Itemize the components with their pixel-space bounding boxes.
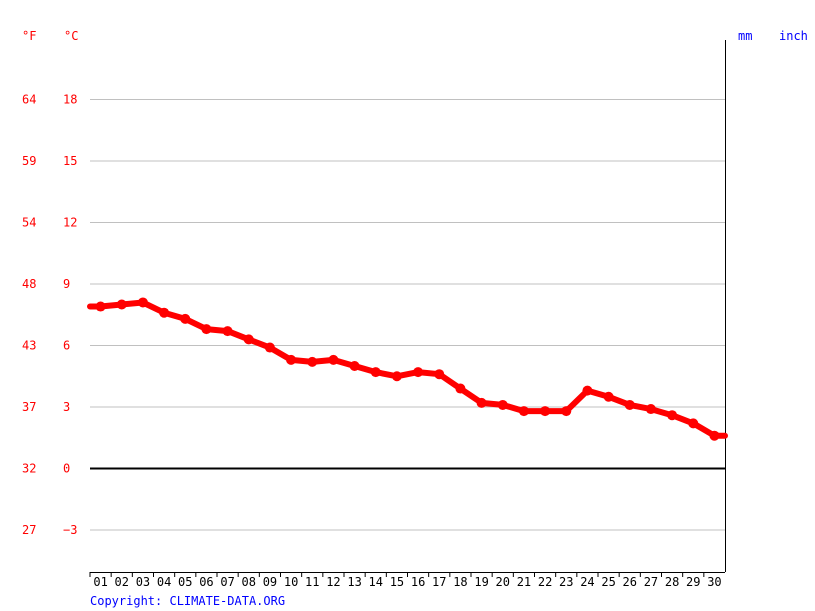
x-tick-label: 01	[93, 575, 107, 589]
data-point	[434, 369, 445, 380]
y-tick-label-f: 54	[22, 216, 36, 230]
data-point	[391, 371, 402, 382]
x-tick-label: 09	[263, 575, 277, 589]
x-tick-label: 11	[305, 575, 319, 589]
data-point	[286, 354, 297, 365]
data-point	[603, 391, 614, 402]
y-tick-label-c: 12	[63, 216, 77, 230]
data-point	[116, 299, 127, 310]
x-tick-label: 16	[411, 575, 425, 589]
data-point	[243, 334, 254, 345]
data-point	[370, 367, 381, 378]
x-tick-label: 19	[474, 575, 488, 589]
y-tick-label-c: 3	[63, 400, 70, 414]
x-tick-label: 30	[707, 575, 721, 589]
mm-unit-label: mm	[738, 29, 752, 43]
data-point	[222, 326, 233, 337]
data-point	[476, 397, 487, 408]
data-point	[667, 410, 678, 421]
x-tick-label: 27	[644, 575, 658, 589]
x-tick-label: 07	[220, 575, 234, 589]
x-tick-label: 14	[369, 575, 383, 589]
data-point	[624, 399, 635, 410]
x-tick-label: 21	[517, 575, 531, 589]
x-tick-label: 13	[347, 575, 361, 589]
x-tick-label: 29	[686, 575, 700, 589]
data-point	[540, 406, 551, 417]
x-tick-label: 12	[326, 575, 340, 589]
x-tick-label: 23	[559, 575, 573, 589]
x-tick-label: 18	[453, 575, 467, 589]
x-axis-ticks: 01 02 03 04 05 06 07 08 09 10 11 12 13 14 15 16 17 18 19 20…	[89, 572, 722, 589]
y-axis-ticks: 64 18 59 15 54 12 48 9 43 6 37 3 32 0 27 −3	[22, 93, 77, 538]
y-tick-label-c: 15	[63, 154, 77, 168]
data-point	[455, 383, 466, 394]
x-tick-label: 03	[136, 575, 150, 589]
y-tick-label-f: 64	[22, 93, 36, 107]
data-point	[180, 313, 191, 324]
y-tick-label-c: 0	[63, 462, 70, 476]
x-tick-label: 20	[496, 575, 510, 589]
x-tick-label: 26	[623, 575, 637, 589]
inch-unit-label: inch	[779, 29, 808, 43]
x-tick-label: 05	[178, 575, 192, 589]
y-tick-label-f: 32	[22, 462, 36, 476]
y-tick-label-c: 9	[63, 277, 70, 291]
x-tick-label: 02	[115, 575, 129, 589]
data-point	[582, 385, 593, 396]
data-point	[264, 342, 275, 353]
data-point	[349, 361, 360, 371]
grid-lines	[90, 99, 725, 531]
x-tick-label: 15	[390, 575, 404, 589]
y-tick-label-f: 48	[22, 277, 36, 291]
x-tick-label: 06	[199, 575, 213, 589]
data-point	[159, 307, 170, 318]
fahrenheit-unit-label: °F	[22, 29, 36, 43]
data-point	[688, 418, 699, 429]
y-tick-label-f: 43	[22, 339, 36, 353]
series-temperature	[87, 297, 728, 441]
x-tick-label: 25	[601, 575, 615, 589]
copyright-text: Copyright: CLIMATE-DATA.ORG	[90, 594, 285, 608]
x-tick-label: 04	[157, 575, 171, 589]
data-point	[518, 406, 529, 417]
x-tick-label: 17	[432, 575, 446, 589]
data-point	[413, 367, 424, 378]
y-tick-label-c: 6	[63, 339, 70, 353]
x-tick-label: 22	[538, 575, 552, 589]
data-point	[645, 404, 656, 415]
data-point	[497, 399, 508, 410]
x-tick-label: 28	[665, 575, 679, 589]
data-point	[201, 324, 212, 335]
x-tick-label: 08	[242, 575, 256, 589]
y-tick-label-f: 27	[22, 523, 36, 537]
data-point	[137, 297, 148, 308]
data-point	[561, 406, 572, 417]
y-tick-label-c: 18	[63, 93, 77, 107]
data-point	[709, 430, 720, 441]
data-point	[95, 301, 106, 312]
celsius-unit-label: °C	[64, 29, 78, 43]
y-tick-label-f: 37	[22, 400, 36, 414]
x-tick-label: 24	[580, 575, 594, 589]
data-point	[328, 354, 339, 365]
data-point	[307, 356, 318, 367]
y-tick-label-c: −3	[63, 523, 77, 537]
x-tick-label: 10	[284, 575, 298, 589]
y-tick-label-f: 59	[22, 154, 36, 168]
